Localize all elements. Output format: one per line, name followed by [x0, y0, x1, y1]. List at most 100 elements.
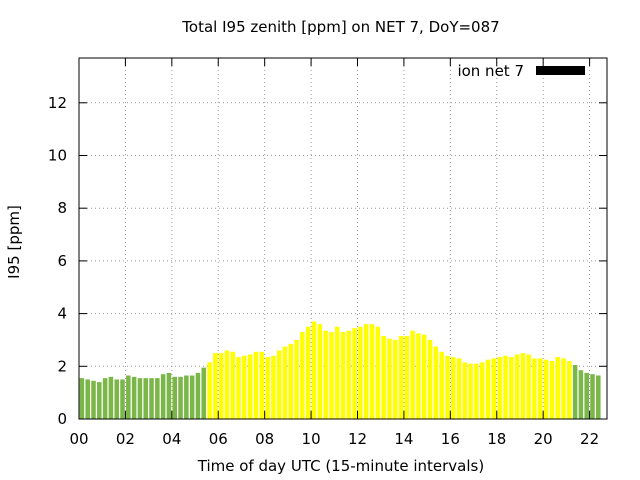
bar	[363, 324, 369, 419]
bar	[120, 379, 125, 419]
bar	[503, 355, 508, 419]
y-axis-label: I95 [ppm]	[5, 205, 23, 279]
bar	[137, 378, 143, 419]
bar	[369, 324, 375, 419]
chart-title: Total I95 zenith [ppm] on NET 7, DoY=087	[181, 18, 499, 36]
bar	[85, 379, 90, 419]
bar	[462, 362, 468, 419]
bar	[439, 351, 444, 419]
bar	[561, 358, 566, 419]
bar	[131, 376, 137, 419]
bar	[201, 367, 207, 419]
bar	[178, 376, 183, 419]
bar	[242, 355, 247, 419]
x-tick-label: 10	[302, 430, 321, 448]
bar	[381, 336, 386, 419]
bar	[282, 346, 288, 419]
bar	[421, 334, 427, 419]
bar	[149, 378, 154, 419]
bar	[514, 354, 520, 419]
bars	[79, 321, 601, 419]
bar	[445, 355, 450, 419]
bar	[572, 364, 578, 419]
bar	[590, 374, 595, 419]
bar	[538, 358, 543, 419]
bar	[300, 332, 305, 419]
legend-swatch	[536, 66, 585, 75]
bar	[97, 382, 102, 419]
bar	[340, 332, 346, 419]
bar	[387, 338, 392, 419]
bar	[195, 372, 201, 419]
bar	[160, 374, 166, 419]
plot-frame	[78, 57, 608, 420]
bar	[392, 339, 398, 419]
bar	[358, 326, 363, 419]
bar	[532, 358, 537, 419]
bar	[497, 357, 502, 419]
bar	[184, 375, 189, 419]
bar	[102, 378, 108, 419]
bar	[288, 343, 294, 419]
x-tick-label: 08	[255, 430, 274, 448]
bar	[213, 353, 218, 419]
bar	[509, 357, 514, 419]
bar	[485, 359, 491, 419]
bar	[398, 336, 404, 419]
bar	[271, 355, 276, 419]
bar	[236, 357, 241, 419]
bar	[230, 351, 236, 419]
x-tick-label: 16	[441, 430, 460, 448]
bar	[468, 363, 473, 419]
bar	[247, 354, 253, 419]
x-axis-label: Time of day UTC (15-minute intervals)	[197, 457, 484, 475]
bar	[276, 350, 282, 419]
bar	[543, 359, 549, 419]
x-tick-label: 18	[487, 430, 506, 448]
bar	[479, 362, 485, 419]
bar	[108, 376, 114, 419]
x-tick-label: 02	[116, 430, 135, 448]
bar	[555, 357, 560, 419]
x-tick-label: 20	[534, 430, 553, 448]
bar	[334, 326, 340, 419]
bar	[526, 354, 531, 419]
bar	[294, 339, 299, 419]
bar	[549, 361, 555, 419]
bar	[491, 358, 497, 419]
x-tick-label: 06	[209, 430, 228, 448]
bar	[79, 378, 85, 419]
bar	[155, 378, 160, 419]
bar	[172, 376, 177, 419]
y-tick-label: 0	[57, 410, 67, 428]
bar	[91, 380, 96, 419]
y-tick-label: 12	[48, 94, 67, 112]
bar	[189, 375, 195, 419]
bar	[317, 324, 323, 419]
bar	[578, 370, 584, 419]
bar	[253, 351, 259, 419]
bar	[114, 379, 119, 419]
x-tick-label: 12	[348, 430, 367, 448]
bar	[224, 350, 230, 419]
bar	[596, 375, 601, 419]
x-tick-label: 00	[69, 430, 88, 448]
y-tick-label: 8	[57, 199, 67, 217]
bar	[126, 375, 131, 419]
bar	[474, 363, 479, 419]
bar	[305, 326, 311, 419]
bar	[143, 378, 148, 419]
bar	[584, 372, 589, 419]
bar	[259, 351, 265, 419]
bar	[329, 332, 334, 419]
bar	[207, 362, 212, 419]
bar	[265, 357, 270, 419]
bar	[323, 330, 328, 419]
x-tick-label: 14	[394, 430, 413, 448]
bar	[346, 330, 352, 419]
bar	[352, 328, 357, 419]
y-tick-label: 10	[48, 146, 67, 164]
bar	[567, 361, 572, 419]
